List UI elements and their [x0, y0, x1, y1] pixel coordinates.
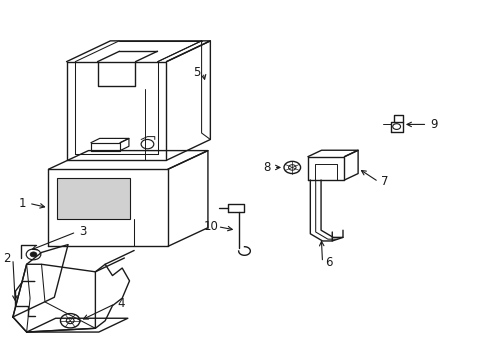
Text: 3: 3	[79, 225, 86, 238]
Text: 2: 2	[3, 252, 10, 265]
Polygon shape	[57, 179, 129, 219]
Text: 7: 7	[381, 175, 388, 188]
Text: 8: 8	[263, 161, 270, 174]
Text: 6: 6	[325, 256, 332, 269]
Text: 1: 1	[19, 197, 26, 210]
Text: 9: 9	[429, 118, 437, 131]
Text: 4: 4	[118, 297, 125, 310]
Text: 5: 5	[193, 66, 200, 79]
Text: 10: 10	[203, 220, 218, 233]
Circle shape	[30, 252, 37, 257]
